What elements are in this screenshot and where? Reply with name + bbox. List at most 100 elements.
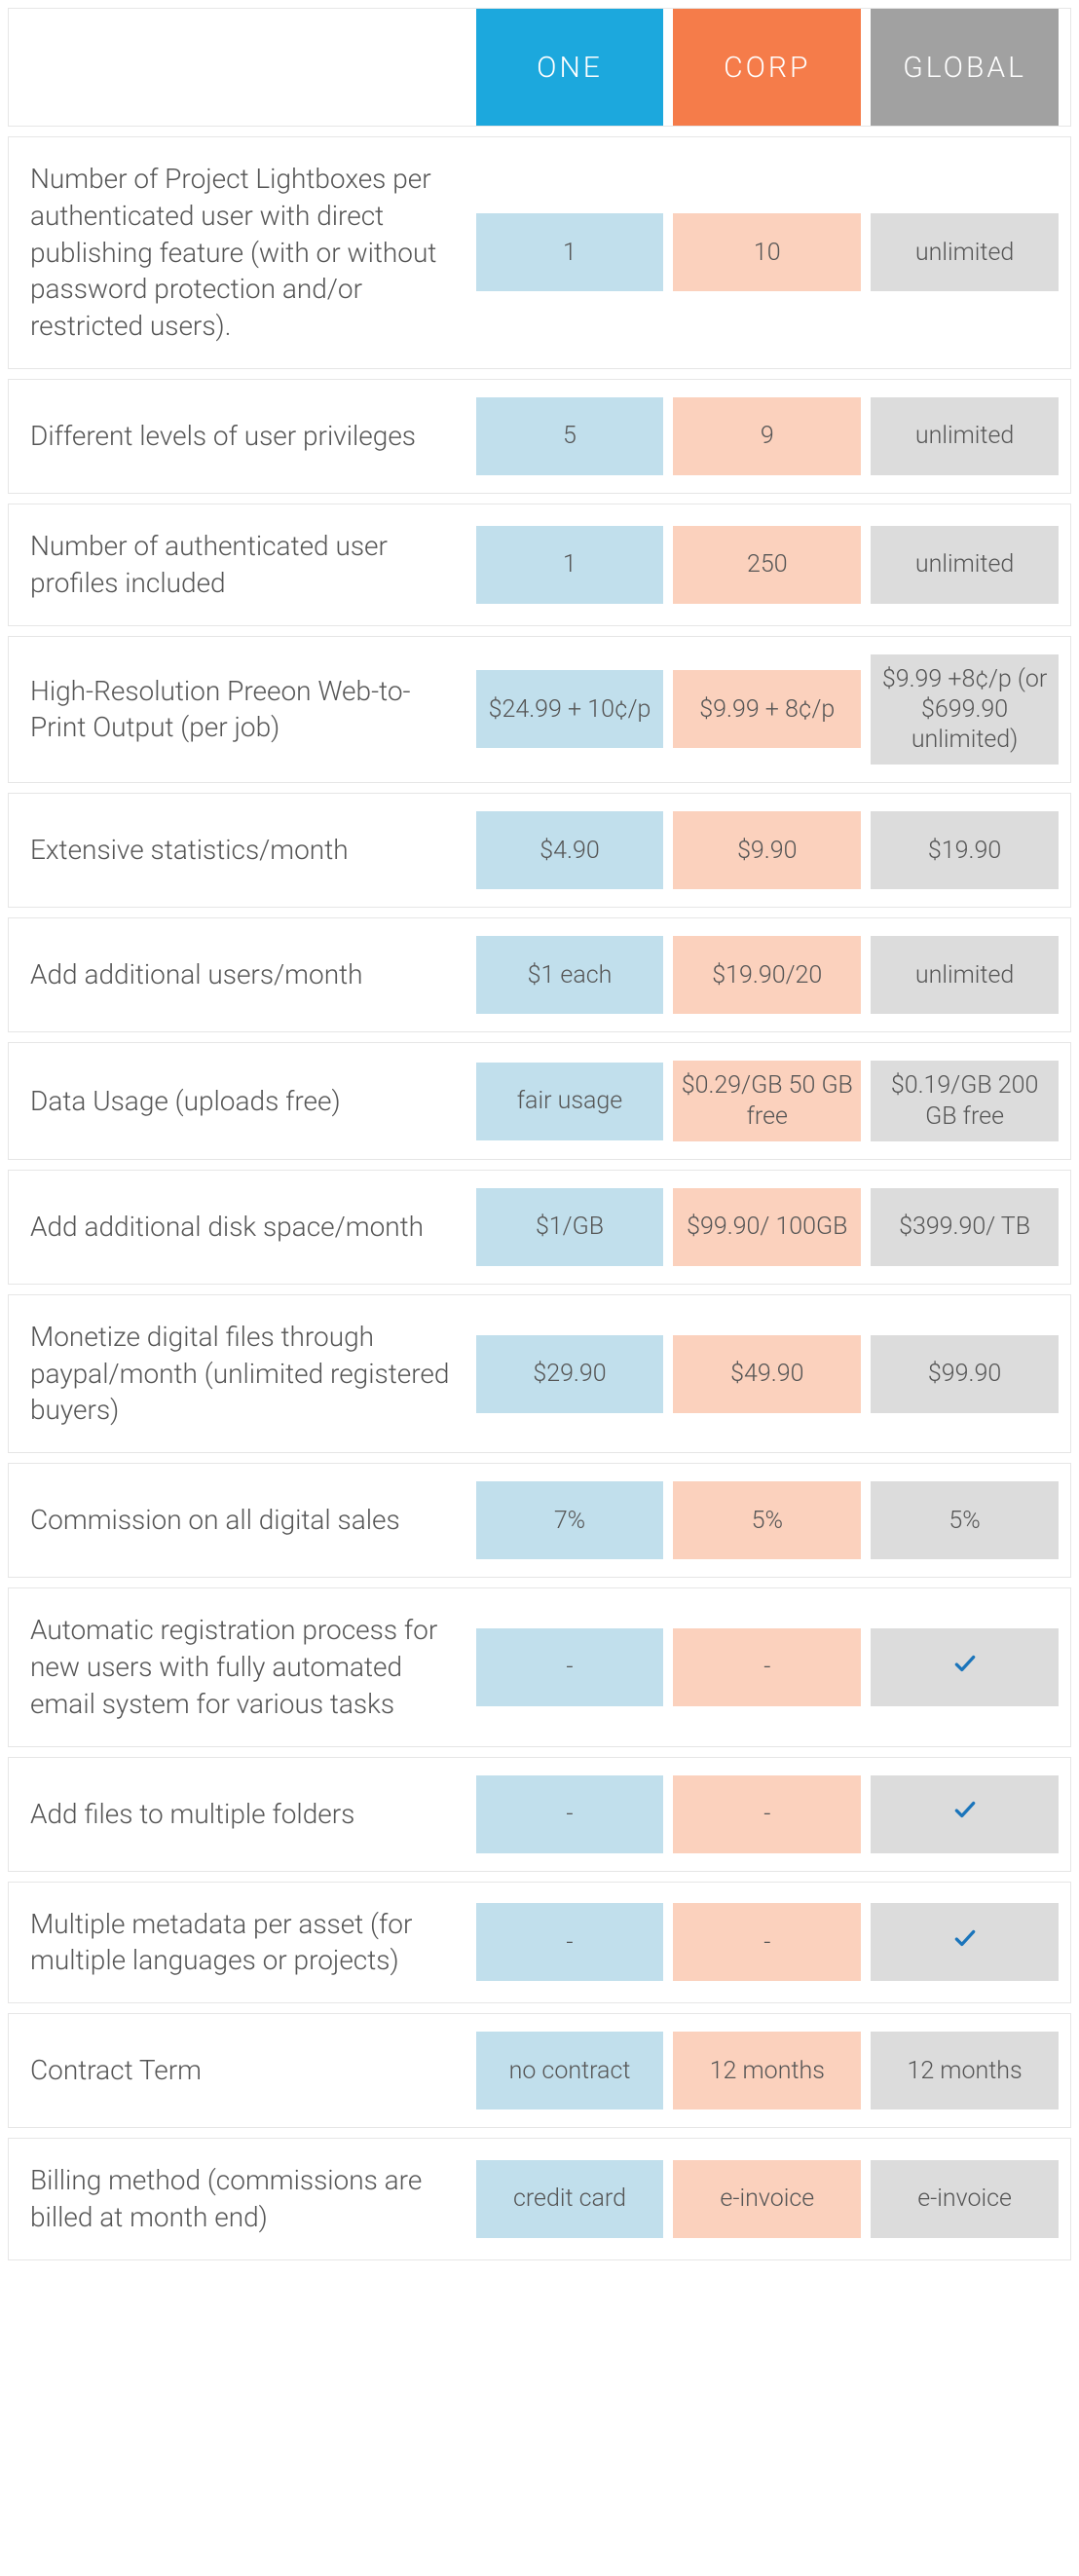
table-row: Data Usage (uploads free)fair usage$0.29… [8,1042,1071,1160]
plan-values: 7%5%5% [476,1464,1070,1577]
table-row: High-Resolution Preeon Web-to-Print Outp… [8,636,1071,784]
plan-cell-corp: $19.90/20 [673,936,861,1014]
feature-label: Extensive statistics/month [9,794,476,907]
plan-cell-corp: 9 [673,397,861,475]
plan-cell-corp: 250 [673,526,861,604]
feature-label: Monetize digital files through paypal/mo… [9,1295,476,1452]
plan-cell-one: $24.99 + 10¢/p [476,670,664,748]
plan-values: 1250unlimited [476,504,1070,625]
table-header-row: ONE CORP GLOBAL [8,8,1071,127]
plan-cell-one: - [476,1775,664,1853]
pricing-comparison-table: ONE CORP GLOBAL Number of Project Lightb… [8,8,1071,2260]
plan-cell-corp: $49.90 [673,1335,861,1413]
plan-cell-one: 5 [476,397,664,475]
feature-label: Add additional users/month [9,918,476,1031]
check-icon [952,1797,978,1830]
table-row: Contract Termno contract12 months12 mont… [8,2013,1071,2128]
plan-cell-global: 12 months [871,2032,1059,2109]
plan-cell-one: 7% [476,1481,664,1559]
plan-cell-global: e-invoice [871,2160,1059,2238]
plan-cell-corp: e-invoice [673,2160,861,2238]
plan-cell-corp: - [673,1903,861,1981]
table-row: Different levels of user privileges59unl… [8,379,1071,494]
plan-values: $4.90$9.90$19.90 [476,794,1070,907]
feature-label: Billing method (commissions are billed a… [9,2139,476,2259]
plan-cell-one: $1 each [476,936,664,1014]
plan-cell-one: $1/GB [476,1188,664,1266]
plan-cell-one: credit card [476,2160,664,2238]
plan-values: fair usage$0.29/GB 50 GB free$0.19/GB 20… [476,1043,1070,1159]
plan-cell-one: $29.90 [476,1335,664,1413]
plan-cell-global: unlimited [871,213,1059,291]
plan-cell-one: fair usage [476,1063,664,1140]
plan-values: $29.90$49.90$99.90 [476,1295,1070,1452]
plan-cell-global: unlimited [871,936,1059,1014]
table-row: Number of Project Lightboxes per authent… [8,136,1071,369]
plan-cell-global [871,1903,1059,1981]
table-row: Extensive statistics/month$4.90$9.90$19.… [8,793,1071,908]
plan-cell-corp: 10 [673,213,861,291]
plan-cell-corp: $99.90/ 100GB [673,1188,861,1266]
feature-label: Number of authenticated user profiles in… [9,504,476,625]
plan-cell-global: $19.90 [871,811,1059,889]
plan-header-one: ONE [476,9,664,126]
plan-values: no contract12 months12 months [476,2014,1070,2127]
table-row: Number of authenticated user profiles in… [8,504,1071,626]
feature-label: Contract Term [9,2014,476,2127]
table-row: Add additional users/month$1 each$19.90/… [8,917,1071,1032]
plan-cell-global: $9.99 +8¢/p (or $699.90 unlimited) [871,654,1059,765]
feature-label: Number of Project Lightboxes per authent… [9,137,476,368]
table-row: Add files to multiple folders-- [8,1757,1071,1872]
plan-cell-corp: $9.90 [673,811,861,889]
table-row: Add additional disk space/month$1/GB$99.… [8,1170,1071,1285]
plan-values: 110unlimited [476,137,1070,368]
plan-cell-corp: $9.99 + 8¢/p [673,670,861,748]
plan-cell-corp: - [673,1775,861,1853]
plan-header-corp: CORP [673,9,861,126]
plan-values: $1 each$19.90/20unlimited [476,918,1070,1031]
feature-label: Multiple metadata per asset (for multipl… [9,1883,476,2003]
table-row: Monetize digital files through paypal/mo… [8,1294,1071,1453]
check-icon [952,1651,978,1684]
plan-cell-global: unlimited [871,397,1059,475]
feature-label: Different levels of user privileges [9,380,476,493]
feature-label: Automatic registration process for new u… [9,1588,476,1745]
plan-cell-corp: - [673,1628,861,1706]
plan-values: -- [476,1883,1070,2003]
table-row: Commission on all digital sales7%5%5% [8,1463,1071,1578]
plan-cell-global: 5% [871,1481,1059,1559]
plan-cell-corp: $0.29/GB 50 GB free [673,1061,861,1141]
feature-label: Data Usage (uploads free) [9,1043,476,1159]
plan-cell-corp: 5% [673,1481,861,1559]
table-row: Multiple metadata per asset (for multipl… [8,1882,1071,2004]
plan-values: $24.99 + 10¢/p$9.99 + 8¢/p$9.99 +8¢/p (o… [476,637,1070,783]
plan-values: -- [476,1758,1070,1871]
plan-cell-one: 1 [476,213,664,291]
check-icon [952,1925,978,1959]
feature-label: Add additional disk space/month [9,1171,476,1284]
plan-cell-one: - [476,1628,664,1706]
feature-label: Commission on all digital sales [9,1464,476,1577]
plan-values: 59unlimited [476,380,1070,493]
table-row: Billing method (commissions are billed a… [8,2138,1071,2260]
plan-cell-corp: 12 months [673,2032,861,2109]
table-row: Automatic registration process for new u… [8,1587,1071,1746]
plan-cell-global: $99.90 [871,1335,1059,1413]
plan-cell-one: - [476,1903,664,1981]
plan-values: credit carde-invoicee-invoice [476,2139,1070,2259]
plan-cell-one: $4.90 [476,811,664,889]
feature-label: High-Resolution Preeon Web-to-Print Outp… [9,637,476,783]
plan-values: -- [476,1588,1070,1745]
plan-header-global: GLOBAL [871,9,1059,126]
feature-label: Add files to multiple folders [9,1758,476,1871]
plan-cell-global: $0.19/GB 200 GB free [871,1061,1059,1141]
plan-headers: ONE CORP GLOBAL [476,9,1070,126]
header-feature-spacer [9,9,476,126]
plan-cell-global: $399.90/ TB [871,1188,1059,1266]
plan-cell-global [871,1628,1059,1706]
plan-cell-global [871,1775,1059,1853]
plan-cell-one: no contract [476,2032,664,2109]
plan-cell-global: unlimited [871,526,1059,604]
plan-values: $1/GB$99.90/ 100GB$399.90/ TB [476,1171,1070,1284]
plan-cell-one: 1 [476,526,664,604]
